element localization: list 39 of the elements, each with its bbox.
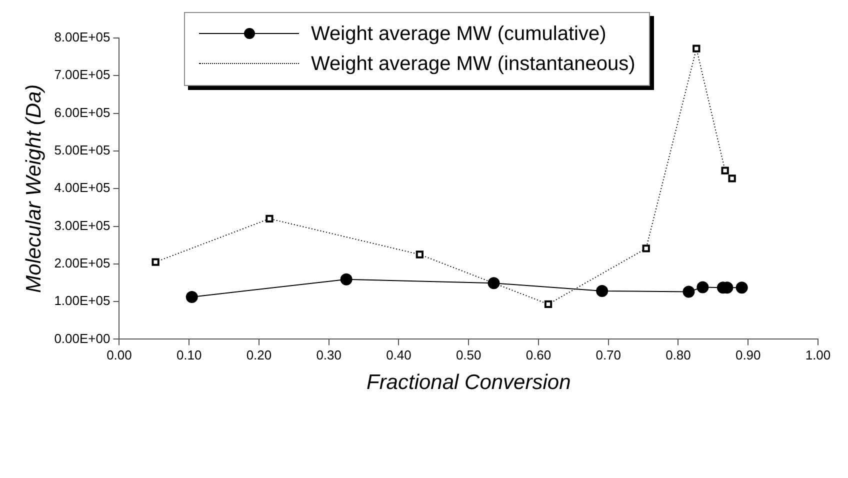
y-tick-label: 1.00E+05 — [54, 293, 110, 308]
point — [692, 44, 700, 52]
x-tick-label: 0.70 — [596, 348, 622, 363]
point — [721, 166, 729, 174]
y-tick-label: 2.00E+05 — [54, 255, 110, 270]
point — [736, 282, 748, 294]
y-tick-label: 0.00E+00 — [54, 330, 110, 346]
point — [186, 291, 198, 304]
x-tick-label: 0.00 — [106, 348, 132, 363]
y-tick-label: 5.00E+05 — [54, 142, 110, 158]
point — [488, 277, 500, 290]
x-tick-label: 0.90 — [735, 348, 761, 363]
point — [152, 258, 160, 266]
point — [596, 285, 608, 298]
legend-label: Weight average MW (cumulative) — [311, 22, 606, 46]
y-axis-title: Molecular Weight (Da) — [22, 84, 46, 293]
y-tick-label: 7.00E+05 — [54, 67, 110, 82]
x-tick-label: 1.00 — [805, 348, 831, 363]
y-tick-label: 4.00E+05 — [54, 180, 110, 196]
legend-label: Weight average MW (instantaneous) — [311, 52, 636, 76]
y-tick-label: 8.00E+05 — [54, 30, 110, 45]
point — [682, 286, 695, 298]
point — [544, 300, 552, 308]
x-axis-title: Fractional Conversion — [366, 371, 571, 394]
point — [696, 281, 709, 294]
x-tick-label: 0.10 — [176, 348, 202, 363]
point — [416, 250, 424, 258]
y-tick-label: 3.00E+05 — [54, 218, 110, 233]
point — [728, 174, 736, 182]
x-tick-label: 0.60 — [526, 348, 552, 363]
x-tick-label: 0.80 — [666, 348, 691, 363]
x-tick-label: 0.20 — [246, 348, 272, 363]
x-tick-label: 0.50 — [456, 348, 482, 363]
x-tick-label: 0.40 — [386, 348, 412, 363]
x-tick-label: 0.30 — [316, 348, 342, 363]
point — [266, 214, 274, 223]
point — [642, 244, 650, 252]
y-tick-label: 6.00E+05 — [54, 104, 110, 120]
point — [340, 273, 352, 286]
